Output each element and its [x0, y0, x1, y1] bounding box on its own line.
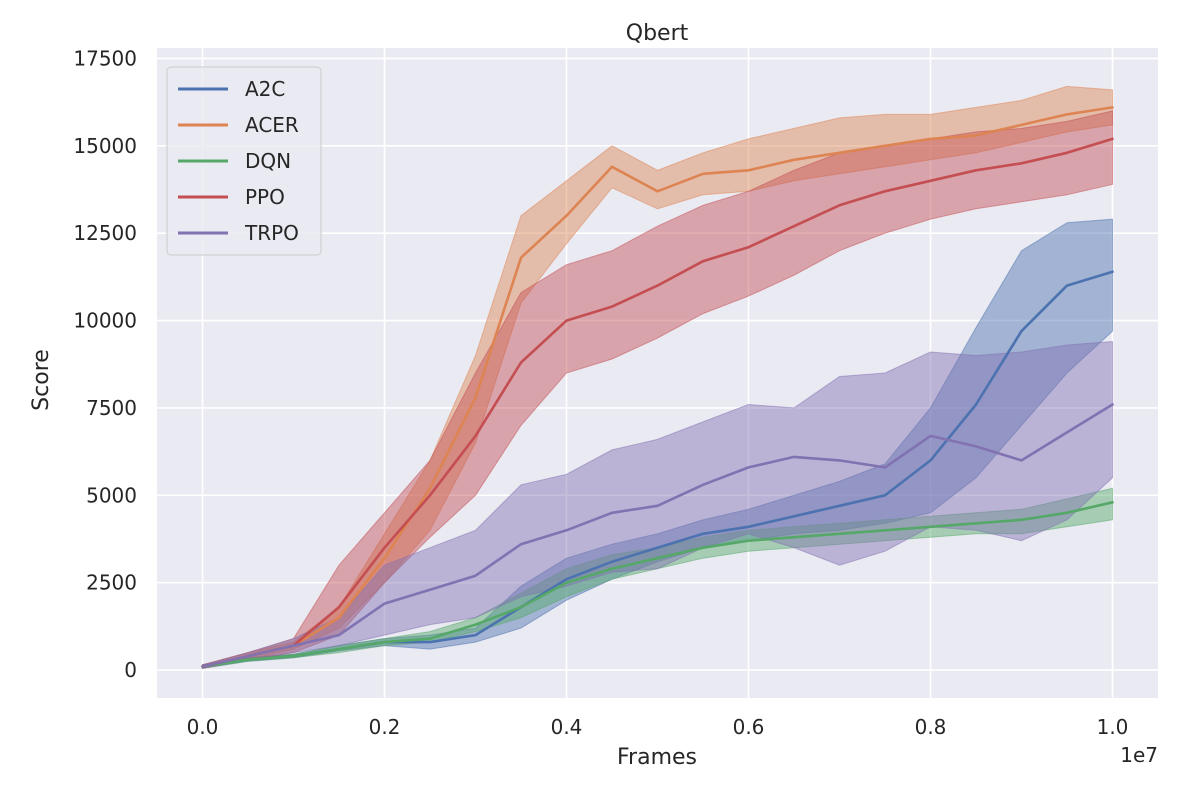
x-tick-label: 0.6	[733, 715, 765, 739]
y-tick-label: 7500	[86, 396, 137, 420]
legend-label-acer: ACER	[245, 113, 299, 137]
legend-label-ppo: PPO	[245, 185, 285, 209]
x-tick-label: 0.8	[915, 715, 947, 739]
y-tick-label: 12500	[73, 221, 137, 245]
y-tick-label: 2500	[86, 571, 137, 595]
x-tick-label: 0.0	[187, 715, 219, 739]
series-lines	[201, 106, 1114, 668]
legend-label-trpo: TRPO	[244, 221, 299, 245]
x-tick-label: 1.0	[1097, 715, 1129, 739]
x-tick-labels: 0.0 0.2 0.4 0.6 0.8 1.0	[187, 715, 1129, 739]
legend-label-dqn: DQN	[245, 149, 291, 173]
legend-box	[166, 66, 322, 256]
legend-label-a2c: A2C	[245, 77, 285, 101]
a2c-confidence-band	[202, 218, 1113, 669]
x-tick-label: 0.2	[369, 715, 401, 739]
y-tick-label: 0	[124, 658, 137, 682]
y-tick-labels: 0 2500 5000 7500 10000 12500 15000 17500	[73, 46, 137, 682]
y-tick-label: 15000	[73, 134, 137, 158]
legend: A2C ACER DQN PPO TRPO	[166, 66, 322, 256]
chart-title: Qbert	[626, 21, 689, 46]
dqn-confidence-band	[202, 487, 1113, 669]
y-tick-label: 5000	[86, 483, 137, 507]
y-tick-label: 17500	[73, 46, 137, 70]
dqn-series-line	[201, 500, 1114, 668]
y-tick-label: 10000	[73, 309, 137, 333]
x-tick-label: 0.4	[551, 715, 583, 739]
y-axis-label: Score	[29, 349, 54, 411]
ppo-series-line	[201, 137, 1114, 668]
acer-series-line	[201, 106, 1114, 668]
trpo-series-line	[201, 403, 1114, 668]
x-axis-offset-label: 1e7	[1120, 743, 1158, 767]
ppo-confidence-band	[202, 110, 1113, 669]
x-axis-label: Frames	[617, 745, 697, 770]
